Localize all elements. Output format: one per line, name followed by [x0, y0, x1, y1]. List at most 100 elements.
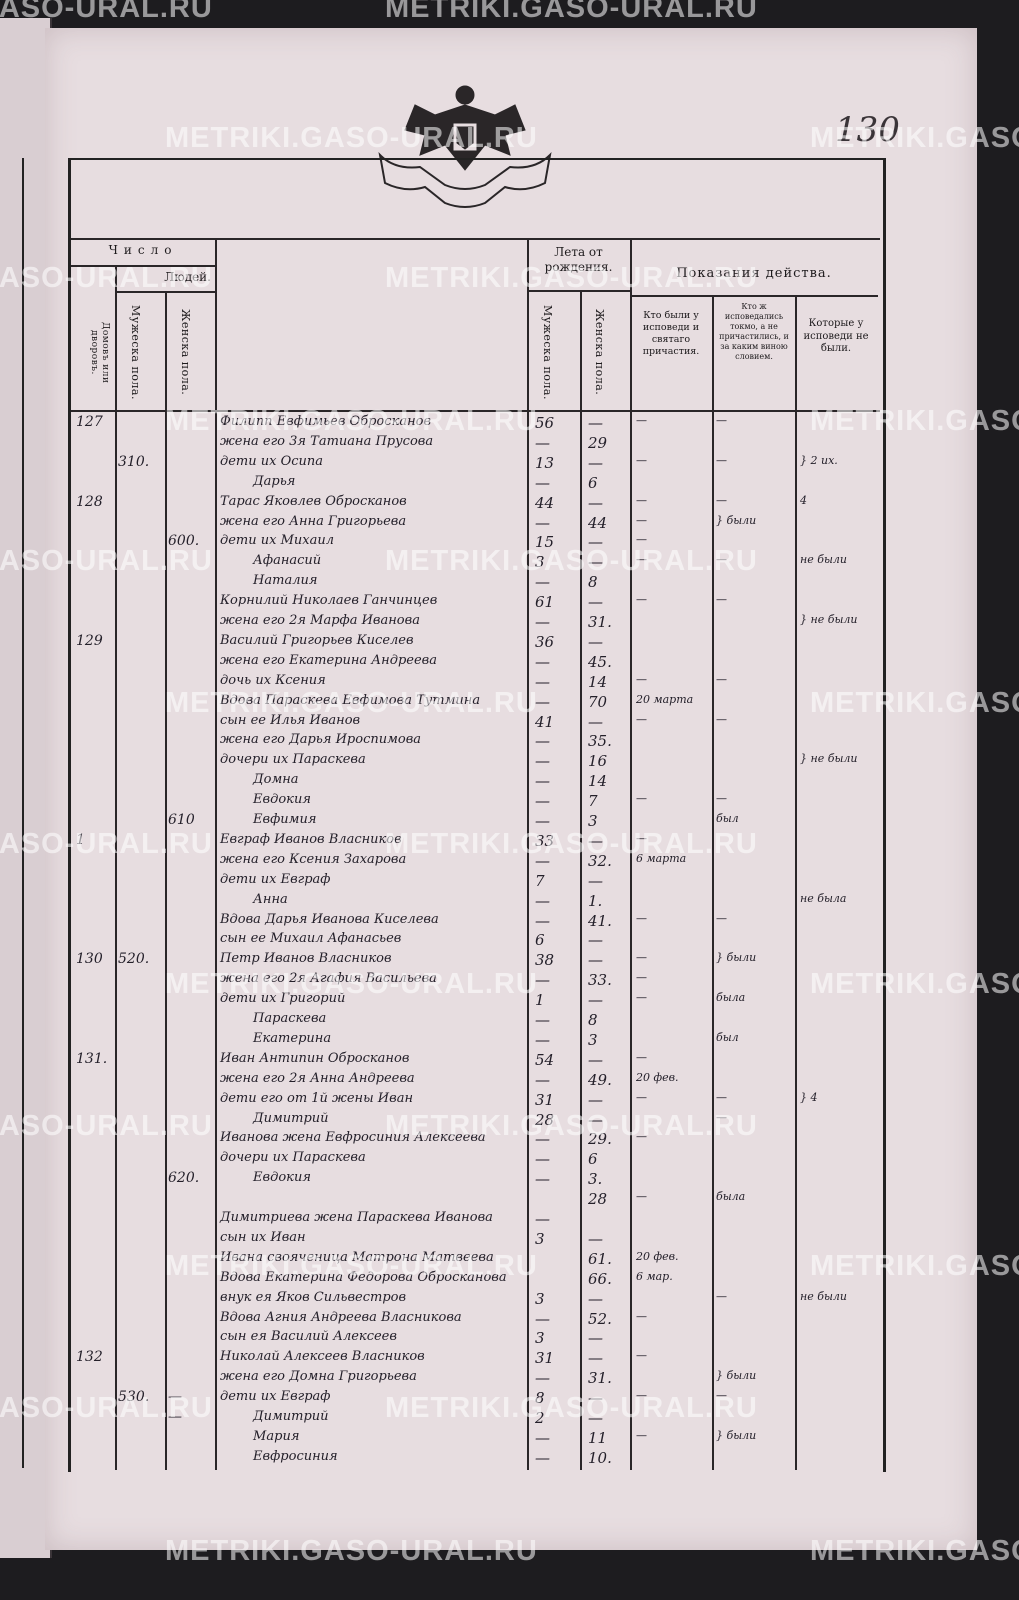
communion-note: —	[636, 593, 647, 607]
female-age: —	[588, 1229, 603, 1248]
female-age: 35.	[588, 732, 612, 751]
household-number: 128	[76, 493, 103, 510]
male-age: 3	[535, 1289, 545, 1308]
header-rule	[71, 238, 880, 240]
female-age: 66.	[588, 1269, 612, 1288]
male-age: 6	[535, 931, 545, 950]
header-rule	[71, 265, 216, 267]
household-number: 130	[76, 951, 103, 968]
person-name: Евфимия	[220, 812, 317, 827]
household-number: 132	[76, 1349, 103, 1366]
female-age: —	[588, 1329, 603, 1348]
absent-note: не была	[800, 891, 847, 905]
male-age: —	[535, 692, 550, 711]
header-male-count: Мужеска пола.	[128, 305, 142, 400]
person-name: жена его 3я Татиана Прусова	[220, 433, 434, 449]
confession-only-note: —	[716, 414, 727, 427]
confession-only-note: } были	[716, 513, 757, 527]
confession-only-note: была	[716, 1190, 746, 1204]
male-age: —	[535, 812, 550, 830]
male-age: 13	[535, 453, 555, 472]
female-age: 52.	[588, 1309, 612, 1328]
person-name: Иванова жена Евфросиния Алексеева	[220, 1130, 486, 1146]
person-name: жена его 2я Агафия Васильева	[220, 971, 437, 987]
male-age: —	[535, 891, 550, 910]
male-age: 2	[535, 1409, 545, 1427]
male-age: —	[535, 732, 550, 751]
female-age: 3	[588, 812, 598, 830]
register-table	[68, 158, 886, 1472]
confession-only-note: —	[716, 593, 727, 607]
male-age: 8	[535, 1389, 545, 1408]
male-age: —	[535, 1130, 550, 1149]
female-age: 45.	[588, 652, 612, 671]
male-age: 3	[535, 553, 545, 572]
communion-note: 6 мар.	[636, 1269, 673, 1283]
household-number: 131.	[76, 1050, 108, 1067]
header-col-absent: Которые у исповеди не были.	[803, 318, 869, 354]
communion-note: —	[636, 1050, 647, 1064]
male-age: —	[535, 652, 550, 671]
male-age: —	[535, 1170, 550, 1189]
person-name: сын ее Михаил Афанасьев	[220, 931, 402, 947]
male-age: —	[535, 1309, 550, 1328]
male-age: 15	[535, 533, 555, 552]
male-age: —	[535, 513, 550, 532]
person-name: жена его 2я Марфа Иванова	[220, 613, 420, 628]
column-rule	[795, 295, 797, 1470]
person-name: Вдова Параскева Евфимова Тутмина	[220, 692, 481, 708]
male-age: 36	[535, 632, 555, 651]
communion-note: —	[636, 533, 647, 547]
person-name: дети их Григорий	[220, 991, 346, 1007]
absent-note: не были	[800, 1289, 848, 1303]
confession-only-note: —	[716, 911, 727, 925]
female-age: —	[588, 1409, 603, 1427]
communion-note: —	[636, 414, 647, 427]
confession-only-note: } были	[716, 951, 757, 965]
column-rule	[580, 290, 582, 1470]
person-name: дочь их Ксения	[220, 672, 326, 688]
person-name: Афанасий	[220, 553, 322, 569]
male-age: 41	[535, 712, 555, 731]
absent-note: } не были	[800, 613, 858, 626]
confession-only-note: } были	[716, 1428, 757, 1442]
person-name: Петр Иванов Власников	[220, 951, 392, 967]
communion-note: 6 марта	[636, 851, 687, 865]
female-subtotal: —	[168, 1389, 182, 1406]
female-age: —	[588, 593, 603, 612]
column-rule	[215, 238, 217, 1470]
person-name: сын ея Василий Алексеев	[220, 1329, 397, 1345]
person-name: Филипп Евфимьев Обросканов	[220, 414, 432, 429]
confession-only-note: —	[716, 1289, 727, 1303]
absent-note: } 4	[800, 1090, 818, 1104]
female-age: —	[588, 493, 603, 512]
female-age: 1.	[588, 891, 603, 910]
person-name: сын их Иван	[220, 1229, 306, 1245]
female-age: 28	[588, 1190, 608, 1209]
person-name: Иван Антипин Обросканов	[220, 1050, 410, 1066]
female-age: 49.	[588, 1070, 612, 1089]
column-rule	[165, 291, 167, 1470]
communion-note: —	[636, 712, 647, 726]
male-age: —	[535, 1428, 550, 1447]
female-age: 3	[588, 1030, 598, 1049]
confession-only-note: был	[716, 1030, 739, 1044]
male-age: 31	[535, 1349, 555, 1368]
header-rule	[630, 295, 878, 297]
person-name: жена его Анна Григорьева	[220, 513, 407, 529]
male-age: 31	[535, 1090, 555, 1109]
female-age: —	[588, 533, 603, 552]
confession-only-note: —	[716, 1110, 727, 1124]
communion-note: —	[636, 493, 647, 507]
male-age: —	[535, 752, 550, 771]
male-age: —	[535, 473, 550, 492]
male-age: 33	[535, 831, 555, 850]
household-number: 129	[76, 632, 103, 649]
communion-note: —	[636, 513, 647, 527]
header-rule	[71, 410, 880, 412]
female-age: 33.	[588, 971, 612, 990]
header-female-count: Женска пола.	[178, 309, 192, 396]
confession-only-note: —	[716, 792, 727, 806]
header-rule	[527, 290, 630, 292]
female-age: —	[588, 831, 603, 850]
